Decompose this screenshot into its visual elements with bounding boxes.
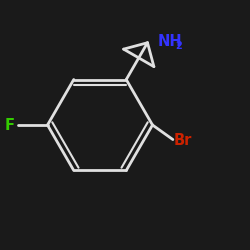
Text: Br: Br bbox=[174, 133, 193, 148]
Text: F: F bbox=[5, 118, 15, 132]
Text: 2: 2 bbox=[176, 41, 182, 51]
Text: NH: NH bbox=[158, 34, 182, 49]
